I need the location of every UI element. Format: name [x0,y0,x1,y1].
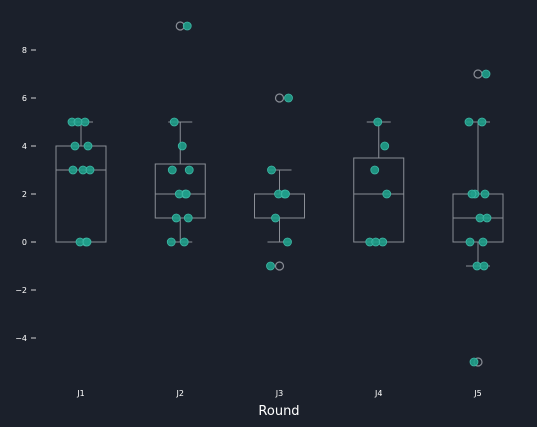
data-point [73,117,83,127]
data-point [482,213,492,223]
data-point [380,141,390,151]
data-point [281,189,290,199]
data-point [169,117,179,127]
box-body [55,145,107,243]
box-J2 [154,21,206,243]
x-tick-label: J5 [473,389,481,398]
outlier-marker [274,93,285,103]
x-tick-label: J2 [176,389,184,398]
data-point [85,165,95,175]
data-point [373,117,383,127]
data-point [167,165,177,175]
data-point [480,189,490,199]
data-point [464,117,474,127]
data-point [171,213,181,223]
data-point [181,189,191,199]
box-J4 [353,121,405,243]
data-point [382,189,392,199]
x-axis: J1 J2 J3 J4 J5 [76,389,481,398]
data-point [70,141,80,151]
x-tick-label: J1 [76,389,84,398]
data-point [371,237,381,247]
data-point [68,165,78,175]
data-point [478,237,488,247]
y-tick-label: 2 [22,190,27,199]
outlier-marker [473,69,483,79]
y-tick-label: 6 [22,94,27,103]
data-point [266,261,275,271]
data-point [477,117,487,127]
points-layer [67,21,492,367]
y-tick-label: 4 [22,142,27,151]
data-point [183,213,193,223]
y-axis: −4 −2 0 2 4 6 8 [15,46,36,343]
data-point [179,237,189,247]
x-axis-title: Round [258,404,299,419]
data-point [82,237,92,247]
box-J3 [254,93,305,271]
data-point [283,237,292,247]
y-tick-label: −2 [15,286,27,295]
data-point [481,69,491,79]
data-point [467,189,477,199]
y-tick-label: −4 [15,334,27,343]
data-point [479,261,489,271]
data-point [184,165,194,175]
outlier-marker [274,261,285,271]
data-point [267,165,276,175]
data-point [465,237,475,247]
data-point [370,165,380,175]
x-tick-label: J4 [374,389,382,398]
data-point [83,141,93,151]
x-tick-label: J3 [275,389,283,398]
data-point [271,213,280,223]
box-J1 [55,121,107,243]
y-tick-label: 0 [22,238,27,247]
data-point [177,141,187,151]
data-point [166,237,176,247]
data-point [469,357,479,367]
y-tick-label: 8 [22,46,27,55]
data-point [182,21,192,31]
data-point [284,93,293,103]
